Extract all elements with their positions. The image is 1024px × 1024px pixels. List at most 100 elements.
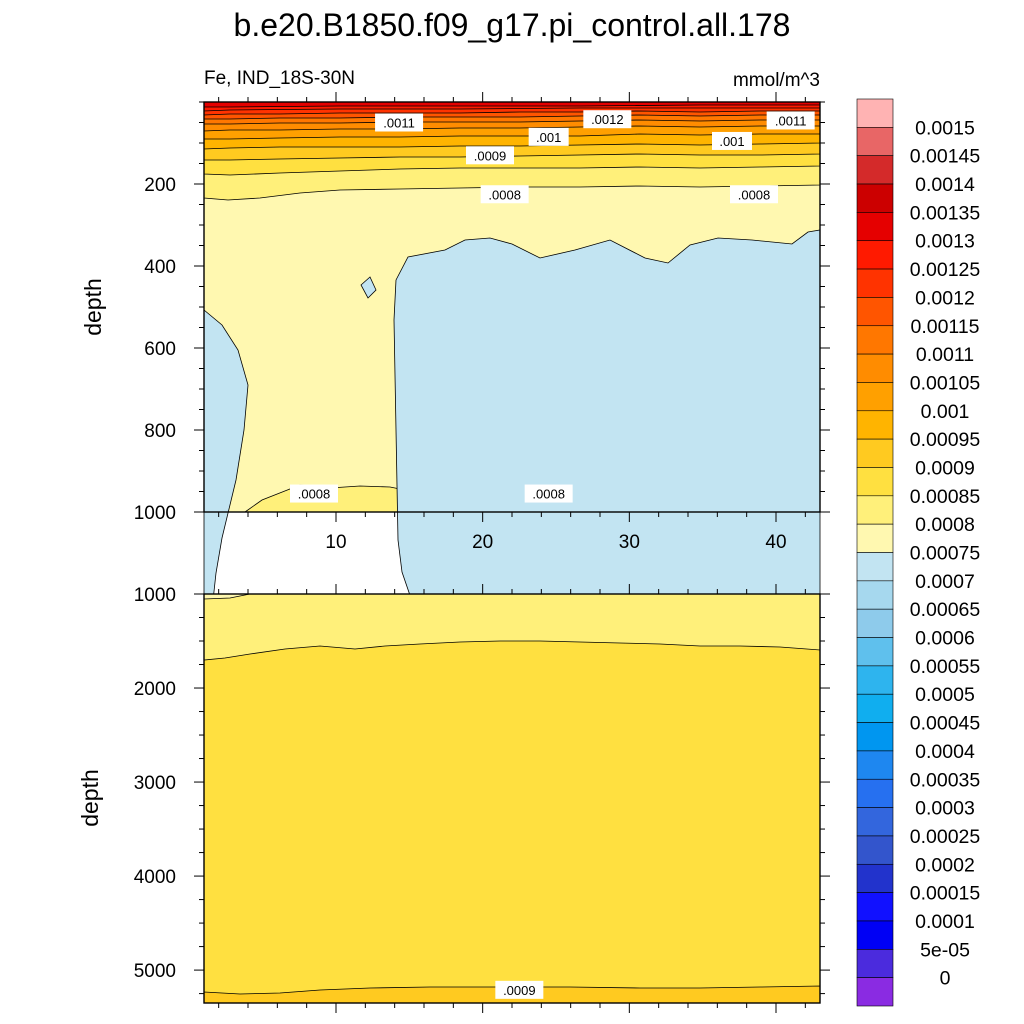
upper-axis-ticks: 10 20 30 40 200 400 600 800 1000 [134, 92, 830, 553]
contour-label: .001 [712, 131, 752, 150]
contour-label: .0008 [524, 484, 573, 503]
colorbar-swatch [856, 778, 894, 808]
colorbar-swatch [856, 608, 894, 638]
contour-label-text: .001 [719, 134, 744, 149]
contour-label: .0008 [480, 185, 529, 204]
contour-label-bg [730, 185, 778, 204]
colorbar-swatch [856, 325, 894, 355]
colorbar-swatch [856, 268, 894, 298]
lower-contour-labels: .0009 [495, 980, 544, 999]
colorbar-swatch [856, 240, 894, 270]
contour-label-text: .0011 [383, 116, 415, 131]
upper-contour-labels: .0011 .0012 .0011 .001 .001 .0009 .0008 .0008 .0… [290, 110, 815, 503]
units-label: mmol/m^3 [733, 70, 820, 91]
contour-label-text: .0008 [738, 187, 771, 202]
colorbar-swatch [856, 949, 894, 978]
field-small-bubble [360, 276, 377, 299]
colorbar-swatch [856, 183, 894, 213]
colorbar-swatch [856, 127, 894, 156]
colorbar-swatch [856, 495, 894, 525]
y-tick-label: 1000 [134, 585, 176, 606]
colorbar-label: 0.00135 [910, 202, 981, 224]
contour-label: .0008 [290, 484, 338, 503]
colorbar-label: 0.0012 [915, 287, 975, 309]
contour-label-text: .0009 [474, 148, 507, 163]
colorbar-label: 0.00055 [910, 656, 981, 678]
colorbar-swatch [856, 807, 894, 837]
colorbar-label: 0.0011 [916, 344, 974, 366]
colorbar-swatch [856, 353, 894, 383]
colorbar-label: 0.0007 [915, 571, 975, 593]
colorbar-swatch [856, 98, 894, 128]
x-tick-label: 20 [472, 532, 493, 553]
colorbar-label: 0.00025 [910, 826, 981, 848]
colorbar-label: 0.0001 [915, 911, 975, 933]
contour-label: .001 [528, 127, 569, 146]
chart-title: b.e20.B1850.f09_g17.pi_control.all.178 [234, 7, 791, 43]
colorbar-label: 0.00105 [910, 372, 981, 394]
colorbar-label: 0.0009 [915, 457, 975, 479]
colorbar-swatch [856, 750, 894, 780]
lower-field-0008-0085 [203, 593, 821, 661]
colorbar-label: 0.00115 [910, 316, 979, 338]
lower-panel: 1000 2000 3000 4000 5000 .0009 depth [77, 584, 830, 1013]
colorbar-label: 0.0003 [915, 798, 975, 820]
upper-y-axis-label: depth [80, 278, 106, 336]
contour-label-text: .0008 [298, 487, 331, 502]
contour-label-bg [466, 146, 514, 165]
colorbar-swatch [856, 977, 894, 1007]
y-tick-label: 2000 [134, 679, 176, 700]
colorbar-swatch [856, 693, 894, 723]
colorbar-label: 0.00125 [910, 259, 981, 281]
contour-label-text: .0009 [503, 983, 536, 998]
colorbar-swatch [856, 438, 894, 468]
colorbar-label: 5e-05 [920, 939, 970, 961]
colorbar-swatch [856, 467, 894, 497]
colorbar-swatch [856, 212, 894, 242]
y-tick-label: 4000 [134, 867, 176, 888]
colorbar-label: 0.001 [921, 401, 970, 423]
colorbar-label: 0.00035 [910, 769, 981, 791]
colorbar-label: 0.00015 [910, 883, 981, 905]
contour-label-bg [766, 111, 815, 130]
x-tick-label: 10 [325, 532, 346, 553]
y-tick-label: 3000 [134, 773, 176, 794]
colorbar-swatch [856, 863, 894, 893]
x-tick-label: 30 [619, 532, 640, 553]
colorbar-label: 0.0014 [915, 174, 975, 196]
colorbar-swatch [856, 523, 894, 553]
colorbar-label: 0.00145 [910, 146, 981, 168]
contour-label-bg [524, 484, 573, 503]
colorbar-label: 0.0013 [915, 231, 975, 253]
colorbar-swatch [856, 297, 894, 327]
colorbar-swatch [856, 892, 894, 922]
colorbar-label: 0.0015 [915, 117, 975, 139]
colorbar-label: 0.0002 [915, 854, 975, 876]
lower-panel-fill [203, 593, 821, 1004]
colorbar-label: 0 [940, 968, 951, 990]
contour-label-bg [712, 131, 752, 150]
contour-label: .0008 [730, 185, 778, 204]
colorbar-label: 0.0006 [915, 628, 975, 650]
y-tick-label: 600 [144, 339, 176, 360]
colorbar-swatch [856, 580, 894, 610]
y-tick-label: 200 [144, 175, 176, 196]
contour-label: .0011 [375, 113, 424, 132]
lower-y-axis-label: depth [77, 769, 103, 827]
colorbar: 0.0015 0.00145 0.0014 0.00135 0.0013 0.00125 0… [856, 98, 981, 1007]
y-tick-label: 800 [144, 421, 176, 442]
x-tick-label: 40 [765, 532, 786, 553]
contour-label-text: .001 [536, 130, 561, 145]
contour-label: .0012 [583, 110, 632, 129]
contour-label: .0011 [766, 111, 815, 130]
contour-label-bg [290, 484, 338, 503]
colorbar-label: 0.0004 [915, 741, 975, 763]
variable-region-label: Fe, IND_18S-30N [204, 68, 355, 89]
colorbar-swatch [856, 920, 894, 950]
contour-label-bg [495, 980, 544, 999]
contour-label: .0009 [466, 146, 514, 165]
colorbar-swatch [856, 410, 894, 440]
colorbar-label: 0.00085 [910, 486, 981, 508]
colorbar-swatch [856, 722, 894, 752]
